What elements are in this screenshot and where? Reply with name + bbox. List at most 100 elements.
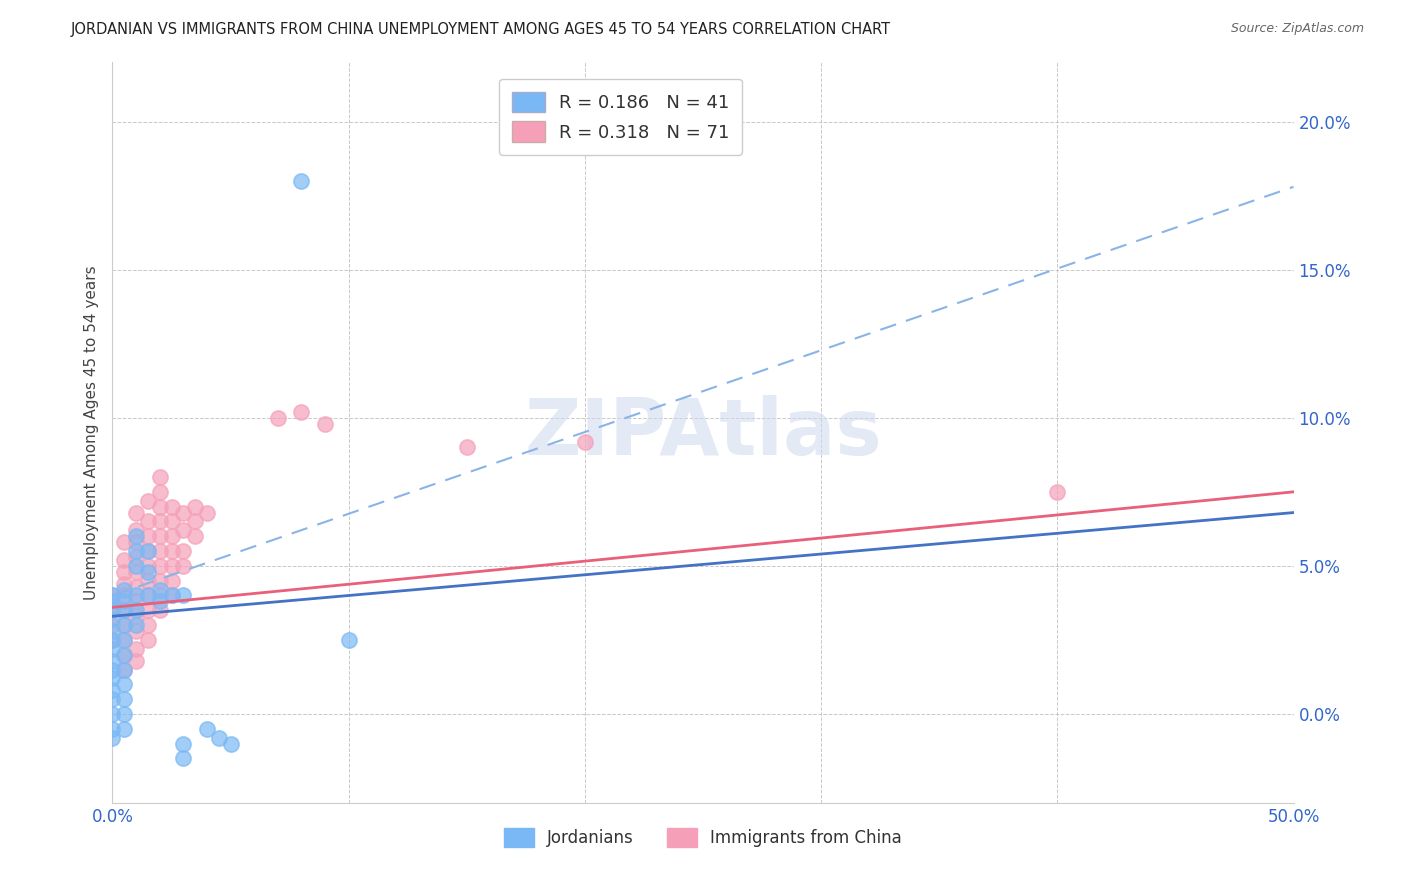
Point xyxy=(125,524,148,538)
Point xyxy=(219,737,242,751)
Point xyxy=(101,692,124,706)
Point xyxy=(149,529,172,543)
Point xyxy=(112,648,135,662)
Point xyxy=(314,417,336,431)
Point xyxy=(101,618,124,632)
Point xyxy=(112,618,135,632)
Point xyxy=(184,529,207,543)
Point xyxy=(172,589,194,603)
Point xyxy=(160,515,183,529)
Point xyxy=(125,603,148,617)
Point xyxy=(172,506,194,520)
Text: JORDANIAN VS IMMIGRANTS FROM CHINA UNEMPLOYMENT AMONG AGES 45 TO 54 YEARS CORREL: JORDANIAN VS IMMIGRANTS FROM CHINA UNEMP… xyxy=(70,22,890,37)
Point xyxy=(112,594,135,608)
Point xyxy=(184,515,207,529)
Point xyxy=(195,506,218,520)
Point xyxy=(456,441,478,455)
Point xyxy=(172,737,194,751)
Point xyxy=(290,405,312,419)
Point xyxy=(101,706,124,721)
Point xyxy=(125,544,148,558)
Point xyxy=(125,609,148,624)
Point xyxy=(184,500,207,514)
Point xyxy=(125,549,148,564)
Point xyxy=(136,529,159,543)
Point xyxy=(149,500,172,514)
Point xyxy=(101,594,124,608)
Point xyxy=(101,589,124,603)
Point xyxy=(136,544,159,558)
Point xyxy=(136,632,159,647)
Point xyxy=(112,663,135,677)
Point xyxy=(112,692,135,706)
Point xyxy=(125,535,148,549)
Point xyxy=(112,722,135,736)
Point xyxy=(160,529,183,543)
Point xyxy=(149,589,172,603)
Point xyxy=(125,565,148,579)
Point xyxy=(208,731,231,745)
Point xyxy=(101,683,124,698)
Point xyxy=(136,493,159,508)
Point xyxy=(101,654,124,668)
Point xyxy=(149,484,172,499)
Point xyxy=(149,582,172,597)
Point xyxy=(125,624,148,638)
Point xyxy=(172,558,194,573)
Point xyxy=(112,632,135,647)
Point xyxy=(112,677,135,691)
Point xyxy=(101,612,124,626)
Point xyxy=(125,618,148,632)
Point xyxy=(290,174,312,188)
Point xyxy=(101,722,124,736)
Point xyxy=(125,589,148,603)
Point xyxy=(136,558,159,573)
Point xyxy=(136,565,159,579)
Point xyxy=(149,594,172,608)
Point xyxy=(125,506,148,520)
Point xyxy=(112,553,135,567)
Point xyxy=(136,544,159,558)
Y-axis label: Unemployment Among Ages 45 to 54 years: Unemployment Among Ages 45 to 54 years xyxy=(83,265,98,600)
Point xyxy=(101,603,124,617)
Point xyxy=(136,589,159,603)
Point xyxy=(160,544,183,558)
Point xyxy=(112,565,135,579)
Point xyxy=(149,544,172,558)
Point xyxy=(101,632,124,647)
Point xyxy=(172,544,194,558)
Point xyxy=(101,603,124,617)
Point xyxy=(101,663,124,677)
Point xyxy=(160,574,183,588)
Point xyxy=(149,470,172,484)
Point xyxy=(149,515,172,529)
Point xyxy=(112,618,135,632)
Point xyxy=(112,603,135,617)
Legend: Jordanians, Immigrants from China: Jordanians, Immigrants from China xyxy=(498,822,908,854)
Point xyxy=(101,632,124,647)
Point xyxy=(101,672,124,686)
Point xyxy=(125,529,148,543)
Point xyxy=(136,589,159,603)
Point xyxy=(125,580,148,594)
Point xyxy=(125,654,148,668)
Point xyxy=(1046,484,1069,499)
Point xyxy=(112,663,135,677)
Point xyxy=(160,589,183,603)
Point xyxy=(112,632,135,647)
Point xyxy=(101,589,124,603)
Point xyxy=(160,500,183,514)
Point xyxy=(267,410,290,425)
Point xyxy=(195,722,218,736)
Point xyxy=(101,641,124,656)
Point xyxy=(125,558,148,573)
Point xyxy=(574,434,596,449)
Point xyxy=(101,731,124,745)
Point xyxy=(112,589,135,603)
Point xyxy=(101,624,124,638)
Point xyxy=(125,641,148,656)
Text: Source: ZipAtlas.com: Source: ZipAtlas.com xyxy=(1230,22,1364,36)
Point xyxy=(172,524,194,538)
Point xyxy=(112,603,135,617)
Point xyxy=(136,618,159,632)
